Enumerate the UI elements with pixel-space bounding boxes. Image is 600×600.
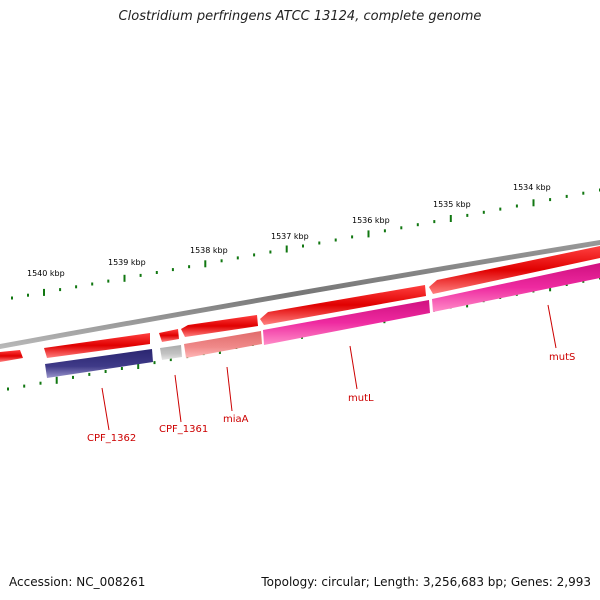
genome-backbone	[0, 240, 600, 349]
scale-labels: 1540 kbp 1539 kbp 1538 kbp 1537 kbp 1536…	[27, 183, 551, 278]
outer-scale-tick	[155, 271, 158, 274]
outer-scale-tick	[107, 279, 110, 283]
cds-forward-mutS[interactable]	[429, 246, 600, 294]
outer-scale-tick	[433, 220, 436, 224]
outer-scale-tick	[253, 253, 256, 257]
outer-scale-tick	[466, 213, 469, 217]
cds-forward-1[interactable]	[44, 333, 150, 358]
outer-scale-tick	[565, 194, 568, 198]
scale-label-1537: 1537 kbp	[271, 232, 309, 241]
inner-scale-tick	[153, 361, 156, 365]
inner-scale-tick	[169, 358, 172, 362]
scale-label-1539: 1539 kbp	[108, 258, 146, 267]
inner-scale-tick	[7, 387, 9, 391]
outer-scale-tick	[334, 238, 337, 242]
outer-scale-tick	[27, 293, 29, 297]
inner-scale-tick	[23, 384, 26, 388]
outer-scale-tick	[204, 260, 207, 268]
gene-label-leaders	[101, 304, 557, 431]
outer-scale-tick	[449, 215, 452, 222]
outer-scale-tick	[75, 285, 78, 289]
inner-scale-tick	[104, 370, 107, 373]
inner-scale-tick	[39, 381, 42, 385]
gene-label-mutS[interactable]: mutS	[549, 352, 575, 363]
outer-scale-tick	[91, 282, 94, 286]
outer-scale-tick	[269, 250, 272, 254]
inner-scale-tick	[55, 376, 58, 384]
scale-label-1534: 1534 kbp	[513, 183, 551, 192]
outer-scale-tick	[171, 268, 174, 272]
outer-scale-tick	[367, 230, 370, 238]
outer-scale-tick	[59, 288, 62, 292]
gene-labels: CPF_1362 CPF_1361 miaA mutL mutS	[87, 352, 575, 444]
outer-scale-tick	[532, 199, 535, 207]
cds-forward-mutL[interactable]	[260, 285, 426, 325]
outer-scale-tick	[482, 210, 485, 214]
outer-scale-tick	[43, 288, 45, 296]
inner-scale-tick	[137, 362, 140, 369]
inner-scale-tick	[72, 375, 74, 379]
cds-reverse-CPF_1361[interactable]	[160, 345, 182, 360]
outer-scale-tick	[549, 198, 552, 202]
scale-label-1540: 1540 kbp	[27, 269, 65, 278]
scale-label-1538: 1538 kbp	[190, 246, 228, 255]
outer-scale-tick	[188, 265, 191, 269]
cds-reverse-CPF_1362[interactable]	[45, 349, 153, 378]
outer-scale-tick	[302, 244, 304, 248]
inner-scale-tick	[88, 372, 91, 376]
outer-scale-tick	[351, 235, 354, 239]
outer-scale-tick	[220, 259, 223, 263]
cds-reverse-mutS[interactable]	[432, 263, 600, 312]
scale-label-1535: 1535 kbp	[433, 200, 471, 209]
outer-scale-tick	[285, 245, 288, 253]
outer-scale-tick	[515, 204, 518, 208]
gene-label-CPF_1362[interactable]: CPF_1362	[87, 433, 136, 444]
outer-scale-tick	[400, 226, 403, 230]
outer-scale-tick	[123, 274, 126, 282]
cds-forward-3[interactable]	[181, 315, 258, 337]
cds-reverse-mutL[interactable]	[263, 300, 430, 345]
cds-reverse-miaA[interactable]	[184, 331, 262, 358]
outer-scale-ticks	[11, 188, 600, 300]
outer-scale-tick	[416, 223, 419, 227]
outer-scale-tick	[318, 241, 321, 245]
outer-scale-tick	[236, 256, 239, 260]
inner-scale-tick	[120, 367, 123, 370]
accession-text: Accession: NC_008261	[9, 575, 146, 589]
outer-scale-tick	[139, 273, 142, 277]
outer-scale-tick	[582, 191, 585, 195]
outer-scale-tick	[383, 229, 386, 233]
genome-summary-text: Topology: circular; Length: 3,256,683 bp…	[261, 575, 591, 589]
outer-scale-tick	[499, 207, 502, 211]
gene-label-miaA[interactable]: miaA	[223, 414, 249, 425]
cds-forward-left-partial[interactable]	[0, 350, 23, 362]
scale-label-1536: 1536 kbp	[352, 216, 390, 225]
map-title: Clostridium perfringens ATCC 13124, comp…	[118, 9, 482, 24]
outer-scale-tick	[11, 296, 13, 300]
cds-forward-2[interactable]	[159, 329, 179, 342]
gene-label-mutL[interactable]: mutL	[348, 393, 374, 404]
gene-label-CPF_1361[interactable]: CPF_1361	[159, 424, 208, 435]
